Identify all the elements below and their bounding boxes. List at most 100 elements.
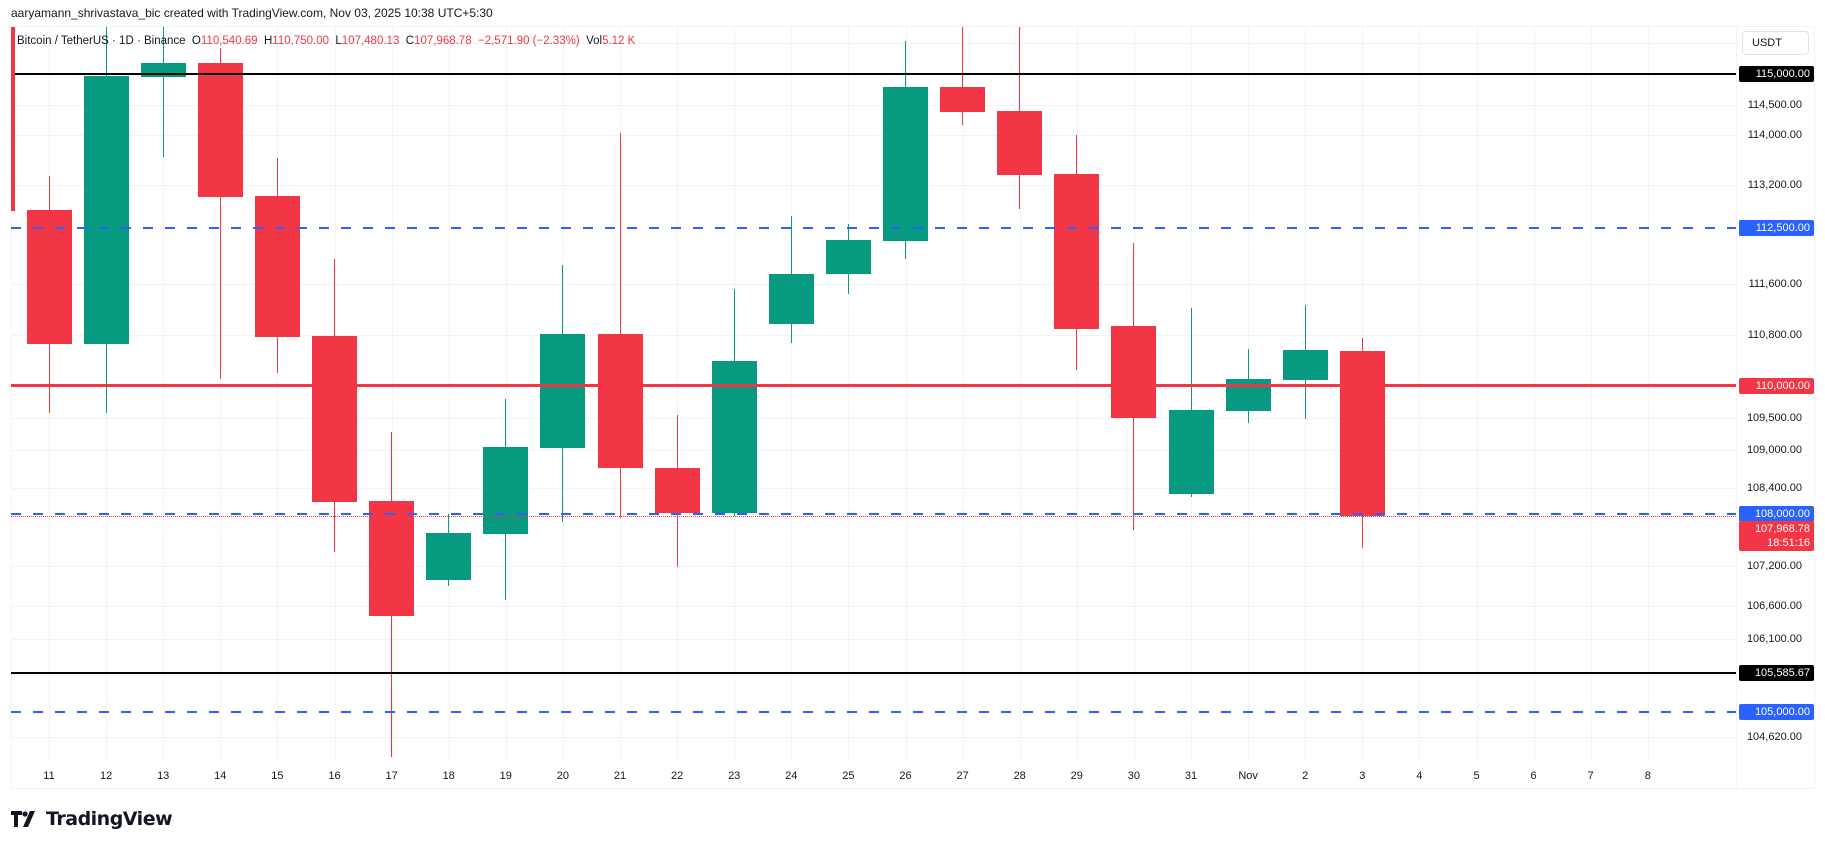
time-axis-tick: 18 [442,770,455,782]
candle-body[interactable] [26,209,72,344]
time-axis-tick: 30 [1127,770,1141,782]
candle-body[interactable] [597,333,643,468]
price-label: 112,500.00 [1739,220,1814,237]
grid-line-horizontal [11,135,1736,137]
horizontal-line[interactable] [11,227,1736,230]
price-axis-tick: 110,800.00 [1747,328,1802,341]
time-axis-tick: 5 [1473,770,1480,782]
chart-plot-area[interactable] [11,27,1736,761]
candle-body[interactable] [1111,325,1157,418]
candle-body[interactable] [997,111,1043,176]
horizontal-line[interactable] [11,72,1736,75]
horizontal-line[interactable] [11,384,1736,388]
time-axis-tick: 7 [1587,770,1594,782]
time-axis-tick: 21 [613,770,627,782]
grid-line-horizontal [11,334,1736,336]
grid-line-horizontal [11,104,1736,106]
candle-body[interactable] [1054,174,1100,329]
grid-line-vertical [1019,27,1021,761]
price-label: 110,000.00 [1739,377,1814,394]
grid-line-horizontal [11,417,1736,419]
volume-value: 5.12 K [602,35,636,47]
candle-body[interactable] [1225,378,1271,411]
candle-body[interactable] [540,333,586,448]
horizontal-line[interactable] [11,710,1736,713]
high-value: 110,750.00 [272,35,329,47]
candle-wick[interactable] [1190,308,1192,498]
candle-body[interactable] [254,196,300,337]
time-axis-tick: 14 [214,770,227,782]
price-label: 105,585.67 [1739,664,1814,681]
candle-body[interactable] [1168,409,1214,495]
candle-body[interactable] [483,446,529,535]
candle-body[interactable] [1339,351,1385,517]
candle-body[interactable] [83,75,129,344]
time-axis-tick: 26 [899,770,912,782]
candle-body[interactable] [312,335,357,502]
candle-body[interactable] [654,467,700,513]
symbol-color-marker [11,27,15,211]
price-axis-tick: 106,100.00 [1746,632,1802,645]
grid-line-vertical [448,27,450,761]
time-axis[interactable]: 11 12 13 14 15 16 17 18 19 20 21 22 23 24 25 26 27 28 29 30… [11,761,1736,789]
time-axis-tick: 22 [670,770,684,782]
time-axis-tick: 17 [385,770,398,782]
candle-body[interactable] [825,239,871,274]
open-label: O [191,35,201,47]
candle-body[interactable] [1282,349,1328,380]
grid-line-vertical [49,27,50,761]
grid-line-vertical [1533,27,1535,761]
candle-wick[interactable] [962,27,964,126]
grid-line-vertical [1191,27,1192,761]
currency-button[interactable]: USDT [1742,31,1809,55]
time-axis-tick: 20 [556,770,570,782]
candle-body[interactable] [768,273,814,324]
grid-line-vertical [1076,27,1078,761]
chart-frame [11,26,1815,789]
horizontal-line[interactable] [11,513,1736,516]
low-label: L [335,35,342,47]
grid-line-vertical [1419,27,1421,761]
candle-body[interactable] [369,500,415,617]
price-axis-tick: 106,600.00 [1746,599,1802,612]
candle-wick[interactable] [162,27,164,157]
price-axis-tick: 108,400.00 [1746,482,1802,495]
grid-line-horizontal [11,184,1736,186]
change-value: −2,571.90 (−2.33%) [478,35,580,47]
time-axis-tick: 13 [157,770,170,782]
grid-line-vertical [791,27,793,761]
close-label: C [405,35,415,47]
grid-line-vertical [848,27,850,761]
candle-body[interactable] [426,533,472,581]
price-axis[interactable]: 114,500.00 114,000.00 113,200.00 111,600.00… [1736,27,1816,789]
candle-body[interactable] [940,87,986,113]
horizontal-line[interactable] [11,515,1736,517]
grid-line-vertical [677,27,679,761]
grid-line-vertical [505,27,507,761]
price-axis-tick: 111,600.00 [1748,278,1802,291]
candle-body[interactable] [197,62,243,198]
grid-line-vertical [1476,27,1478,761]
last-price-value: 107,968.78 [1754,523,1810,536]
grid-line-horizontal [11,638,1736,640]
time-axis-tick: 16 [328,770,341,782]
close-value: 107,968.78 [414,35,472,47]
grid-line-horizontal [11,566,1736,568]
candle-wick[interactable] [619,132,621,519]
grid-line-vertical [277,27,279,761]
horizontal-line[interactable] [11,671,1736,674]
time-axis-tick: 3 [1359,770,1366,782]
candle-body[interactable] [883,87,928,241]
candle-wick[interactable] [219,47,221,379]
grid-line-vertical [905,27,907,761]
price-axis-tick: 107,200.00 [1746,560,1802,573]
time-axis-tick: 23 [728,770,741,782]
grid-line-vertical [163,27,165,761]
time-axis-tick: 24 [785,770,798,782]
time-axis-tick: 27 [956,770,969,782]
tradingview-logo: TradingView [11,808,173,830]
time-axis-tick: 28 [1013,770,1026,782]
price-axis-tick: 109,500.00 [1746,411,1802,424]
bar-countdown: 18:51:16 [1767,537,1810,550]
symbol-title[interactable]: Bitcoin / TetherUS · 1D · Binance [17,35,186,47]
